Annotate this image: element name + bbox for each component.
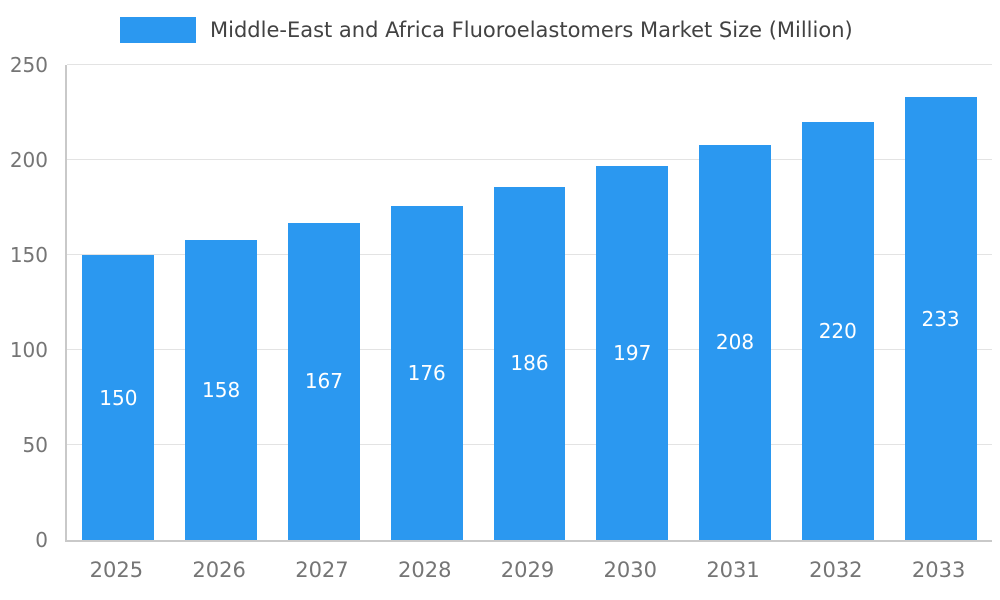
bar-2030[interactable]: 197: [596, 165, 669, 540]
y-tick-label: 0: [35, 528, 48, 552]
bar-value-label: 208: [715, 330, 755, 355]
bar-value-label: 233: [921, 306, 960, 331]
bar-value-label: 197: [613, 340, 652, 365]
x-tick-label: 2029: [500, 558, 555, 582]
bar-value-label: 150: [99, 385, 138, 410]
bar-2031[interactable]: 208: [699, 144, 771, 540]
bar-slot: 197: [581, 65, 684, 540]
x-axis: 2025 2026 2027 2028 2029 2030 2031 2032 2033: [65, 552, 990, 592]
bar-slot: 176: [375, 65, 478, 540]
bar-slot: 233: [889, 65, 992, 540]
y-tick-label: 250: [9, 53, 48, 77]
x-tick-label: 2033: [911, 558, 966, 582]
bar-2032[interactable]: 220: [801, 122, 874, 540]
bar-slot: 186: [478, 65, 581, 540]
bar-value-label: 220: [818, 319, 857, 343]
bar-value-label: 158: [202, 377, 241, 402]
bar-slot: 208: [684, 65, 787, 540]
chart-title: Middle-East and Africa Fluoroelastomers …: [210, 18, 853, 42]
x-tick-label: 2031: [706, 558, 760, 582]
x-tick-label: 2032: [809, 558, 863, 582]
x-tick-label: 2025: [89, 558, 144, 582]
bar-slot: 167: [273, 65, 376, 540]
bar-2033[interactable]: 233: [904, 97, 977, 540]
legend: Middle-East and Africa Fluoroelastomers …: [120, 17, 853, 43]
y-tick-label: 200: [9, 148, 48, 172]
bar-slot: 220: [786, 65, 889, 540]
gridline: [67, 159, 992, 160]
y-tick-label: 50: [22, 433, 48, 457]
bar-2026[interactable]: 158: [185, 239, 258, 540]
bar-value-label: 176: [407, 360, 446, 385]
bar-value-label: 167: [304, 369, 343, 394]
bar-slot: 150: [67, 65, 170, 540]
y-tick-label: 150: [9, 243, 48, 267]
bar-2025[interactable]: 150: [82, 255, 155, 540]
bar-value-label: 186: [510, 351, 549, 376]
legend-swatch[interactable]: [120, 17, 196, 43]
y-tick-label: 100: [9, 338, 48, 362]
x-tick-label: 2027: [295, 558, 349, 582]
plot-area: 150 158 167 176 186 197 208 220 233: [65, 64, 992, 542]
bar-slot: 158: [170, 65, 273, 540]
gridline: [67, 64, 992, 65]
bar-2029[interactable]: 186: [493, 186, 566, 540]
x-tick-label: 2026: [192, 558, 246, 582]
x-tick-label: 2030: [603, 558, 657, 582]
x-tick-label: 2028: [397, 558, 452, 582]
bar-2028[interactable]: 176: [390, 205, 463, 540]
y-axis: 0 50 100 150 200 250: [0, 53, 56, 552]
bar-2027[interactable]: 167: [287, 222, 360, 540]
